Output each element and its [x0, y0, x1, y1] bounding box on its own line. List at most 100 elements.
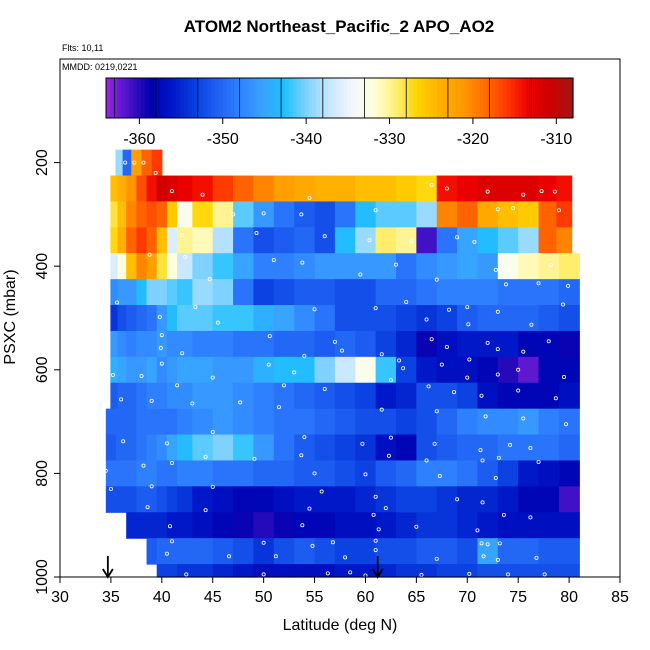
heatmap-cell [334, 460, 356, 487]
colorbar-swatch [421, 78, 426, 118]
heatmap-cell [117, 330, 127, 358]
heatmap-cell [497, 408, 519, 436]
heatmap-cell [192, 512, 214, 539]
sample-point [376, 527, 381, 532]
sample-point [141, 160, 146, 165]
heatmap-cell [477, 227, 499, 254]
heatmap-cell [355, 227, 377, 254]
colorbar-swatch [222, 78, 228, 118]
sample-point [432, 441, 437, 446]
heatmap-cell [355, 356, 377, 384]
sample-point [141, 463, 146, 468]
heatmap-cell [396, 408, 417, 436]
sample-points [103, 160, 571, 578]
heatmap-cell [294, 460, 316, 487]
heatmap-cell [497, 330, 519, 358]
heatmap-cell [136, 305, 148, 332]
heatmap-cell [177, 305, 193, 332]
heatmap-cell [294, 434, 316, 462]
colorbar-swatch [312, 78, 317, 118]
heatmap-cell [294, 201, 316, 228]
heatmap-cell [192, 201, 214, 228]
heatmap-cell [117, 227, 127, 254]
sample-point [480, 458, 485, 463]
heatmap-cell [233, 434, 255, 462]
heatmap-cell [294, 305, 316, 332]
sample-point [479, 541, 484, 546]
colorbar-swatch [265, 78, 271, 118]
heatmap-cell [156, 356, 168, 384]
heatmap-cell [212, 486, 234, 513]
heatmap-cell [334, 201, 356, 228]
x-tick-label: 75 [509, 589, 527, 606]
sample-point [300, 523, 305, 528]
heatmap-cell [375, 201, 397, 228]
colorbar-swatch [191, 78, 197, 118]
sample-point [210, 429, 215, 434]
heatmap-cell [110, 356, 119, 384]
colorbar-swatch [285, 78, 290, 118]
sample-point [215, 320, 220, 325]
heatmap-cell [156, 486, 168, 513]
heatmap-cell [233, 512, 255, 539]
sample-point [467, 571, 472, 576]
heatmap-cell [497, 279, 519, 306]
heatmap-cell [146, 227, 158, 254]
heatmap-cell [273, 227, 295, 254]
heatmap-cell [126, 201, 137, 228]
colorbar-swatch [156, 78, 162, 118]
heatmap-cell [141, 149, 153, 177]
heatmap-cell [192, 330, 214, 358]
colorbar-swatch [249, 78, 255, 118]
heatmap-cell [116, 434, 127, 462]
colorbar-swatch [378, 78, 383, 118]
heatmap-cell [136, 356, 148, 384]
colorbar-swatch [534, 78, 539, 118]
sample-point [373, 306, 378, 311]
heatmap-cell [314, 382, 336, 410]
heatmap-cell [253, 486, 275, 513]
sample-point [164, 551, 169, 556]
sample-point [429, 337, 434, 342]
sample-point [207, 277, 212, 282]
sample-point [536, 281, 541, 286]
heatmap-cell [556, 201, 573, 228]
sample-point [553, 396, 558, 401]
colorbar-swatch [203, 78, 208, 118]
heatmap-cell [126, 434, 137, 462]
colorbar-swatch [253, 78, 259, 118]
heatmap-cell [355, 512, 377, 539]
heatmap-cell [538, 201, 557, 228]
heatmap-cell [192, 460, 214, 487]
sample-point [434, 277, 439, 282]
heatmap-cell [416, 330, 438, 358]
x-tick-label: 60 [357, 589, 375, 606]
heatmap-cell [334, 305, 356, 332]
heatmap-cell [294, 253, 316, 280]
sample-point [115, 300, 120, 305]
heatmap-cell [497, 434, 519, 462]
colorbar-swatch [565, 78, 570, 118]
date-note: MMDD: 0219,0221 [62, 62, 138, 72]
sample-point [493, 267, 498, 272]
colorbar-swatch [479, 78, 485, 118]
sample-point [276, 405, 281, 410]
sample-point [307, 506, 312, 511]
heatmap-cell [375, 330, 397, 358]
sample-point [409, 239, 414, 244]
sample-point [371, 512, 376, 517]
heatmap-cell [355, 279, 377, 306]
heatmap-cell [233, 382, 255, 410]
heatmap-cell [233, 564, 255, 578]
heatmap-cell [375, 382, 397, 410]
colorbar-swatch [320, 78, 325, 118]
colorbar-swatch [288, 78, 294, 118]
heatmap-cell [538, 305, 560, 332]
heatmap-cell [436, 330, 458, 358]
heatmap-cell [518, 330, 540, 358]
colorbar-swatch [281, 78, 286, 118]
heatmap-cell [497, 460, 519, 487]
colorbar-swatch [355, 78, 360, 118]
heatmap-cell [192, 175, 214, 203]
